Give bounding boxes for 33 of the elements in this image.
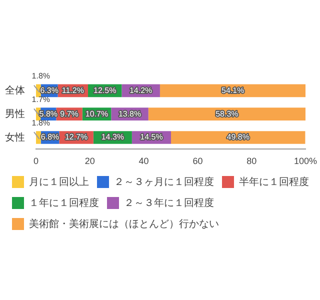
x-tick-label: 40	[138, 156, 149, 166]
x-tick-label: 80	[246, 156, 257, 166]
x-tick-label: 0	[33, 156, 39, 166]
data-label: 14.5%	[140, 132, 163, 142]
data-label: 12.5%	[94, 86, 116, 95]
data-label: 14.2%	[129, 86, 152, 95]
y-tick-label: 男性	[5, 108, 25, 120]
data-label: 11.2%	[62, 86, 84, 95]
x-tick-label: 60	[192, 156, 203, 166]
legend-label: 美術館・美術展には（ほとんど）行かない	[29, 218, 219, 231]
y-tick-label: 女性	[5, 131, 25, 144]
bar	[148, 108, 306, 121]
data-label: 13.8%	[118, 109, 142, 118]
bar	[171, 131, 306, 144]
data-label: 1.7%	[32, 94, 50, 104]
data-label: 14.3%	[101, 132, 124, 142]
data-label: 49.8%	[226, 132, 250, 142]
x-tick-label: 20	[84, 156, 95, 166]
legend-label: 月に１回以上	[29, 176, 89, 189]
data-label: 1.8%	[32, 118, 50, 128]
data-label: 54.1%	[222, 86, 244, 95]
data-label: 10.7%	[85, 109, 108, 118]
legend-label: ２～３ヶ月に１回程度	[114, 176, 214, 189]
x-tick-label: 100%	[294, 156, 318, 166]
data-label: 1.8%	[32, 71, 50, 80]
data-label: 12.7%	[64, 132, 88, 142]
y-tick-label: 全体	[5, 84, 25, 96]
legend-label: ２～３年に１回程度	[124, 196, 214, 210]
data-label: 58.3%	[216, 109, 238, 118]
data-label: 9.7%	[60, 109, 78, 118]
legend-label: 半年に１回程度	[239, 176, 309, 189]
data-label: 6.8%	[40, 132, 60, 142]
legend-label: １年に１回程度	[29, 196, 99, 210]
